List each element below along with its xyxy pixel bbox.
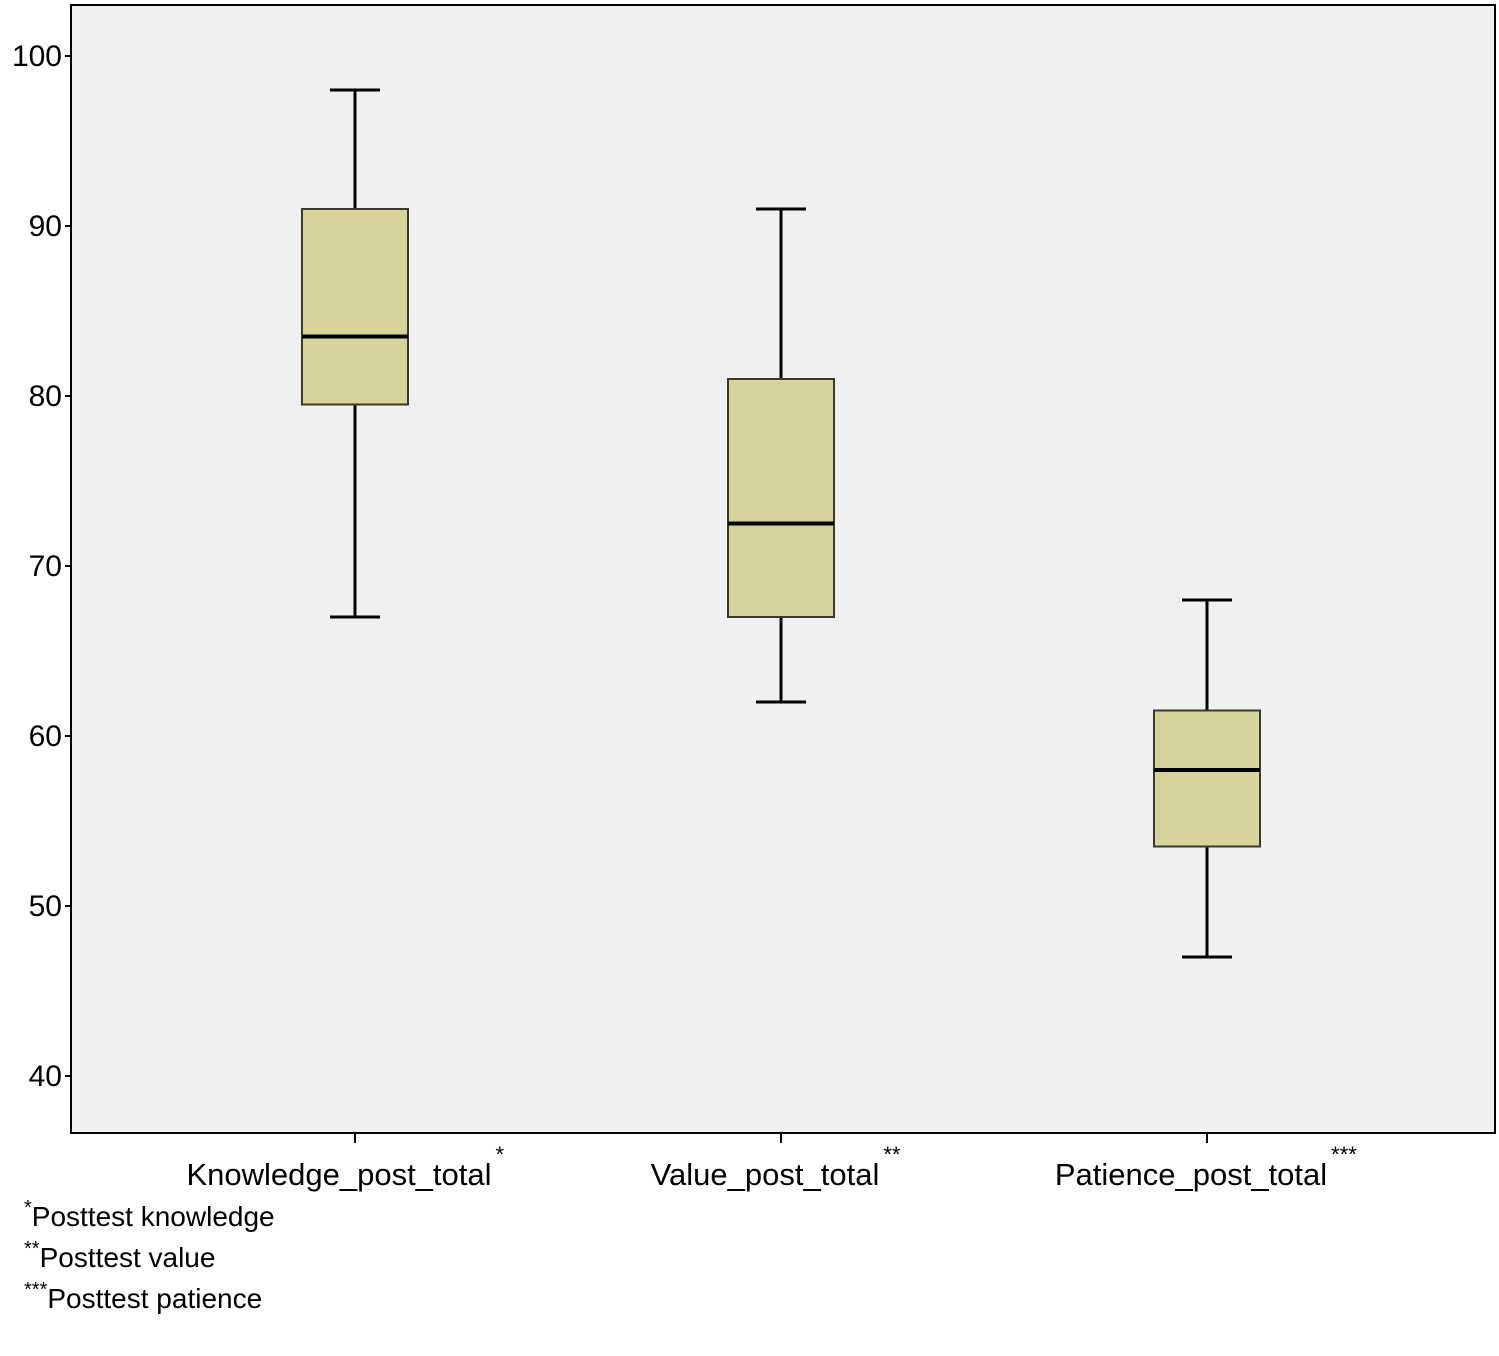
boxes-group xyxy=(301,88,1261,959)
x-label-mark: ** xyxy=(883,1142,901,1167)
box-2 xyxy=(727,207,835,704)
x-tick-label: Patience_post_total xyxy=(1055,1157,1327,1192)
footnote-knowledge: *Posttest knowledge xyxy=(24,1197,275,1239)
y-axis: 40 50 60 70 80 90 100 xyxy=(12,40,71,1093)
box-3 xyxy=(1153,598,1261,959)
iqr-box xyxy=(1153,709,1261,848)
footnote-mark: * xyxy=(24,1197,32,1219)
x-label-mark: *** xyxy=(1331,1142,1357,1167)
y-tick-label: 50 xyxy=(29,890,62,923)
y-tick-label: 100 xyxy=(12,40,62,73)
footnote-value: **Posttest value xyxy=(24,1238,275,1280)
footnote-mark: ** xyxy=(24,1238,40,1260)
box-1 xyxy=(301,88,409,619)
footnote-patience: ***Posttest patience xyxy=(24,1279,275,1321)
x-label-mark: * xyxy=(496,1142,505,1167)
x-tick-label: Knowledge_post_total xyxy=(186,1157,491,1192)
iqr-box xyxy=(301,208,409,406)
x-tick-label: Value_post_total xyxy=(651,1157,880,1192)
iqr-box xyxy=(727,378,835,618)
footnote-text: Posttest value xyxy=(39,1242,216,1273)
y-tick-label: 60 xyxy=(29,720,62,753)
y-tick-label: 40 xyxy=(29,1060,62,1093)
footnote-mark: *** xyxy=(24,1279,48,1301)
y-tick-label: 90 xyxy=(29,210,62,243)
y-tick-label: 80 xyxy=(29,380,62,413)
footnote-text: Posttest patience xyxy=(47,1283,263,1314)
x-axis: Knowledge_post_total* Value_post_total** P… xyxy=(186,1133,1357,1192)
y-tick-label: 70 xyxy=(29,550,62,583)
footnote-text: Posttest knowledge xyxy=(31,1201,275,1232)
footnotes: *Posttest knowledge **Posttest value ***… xyxy=(24,1197,275,1321)
